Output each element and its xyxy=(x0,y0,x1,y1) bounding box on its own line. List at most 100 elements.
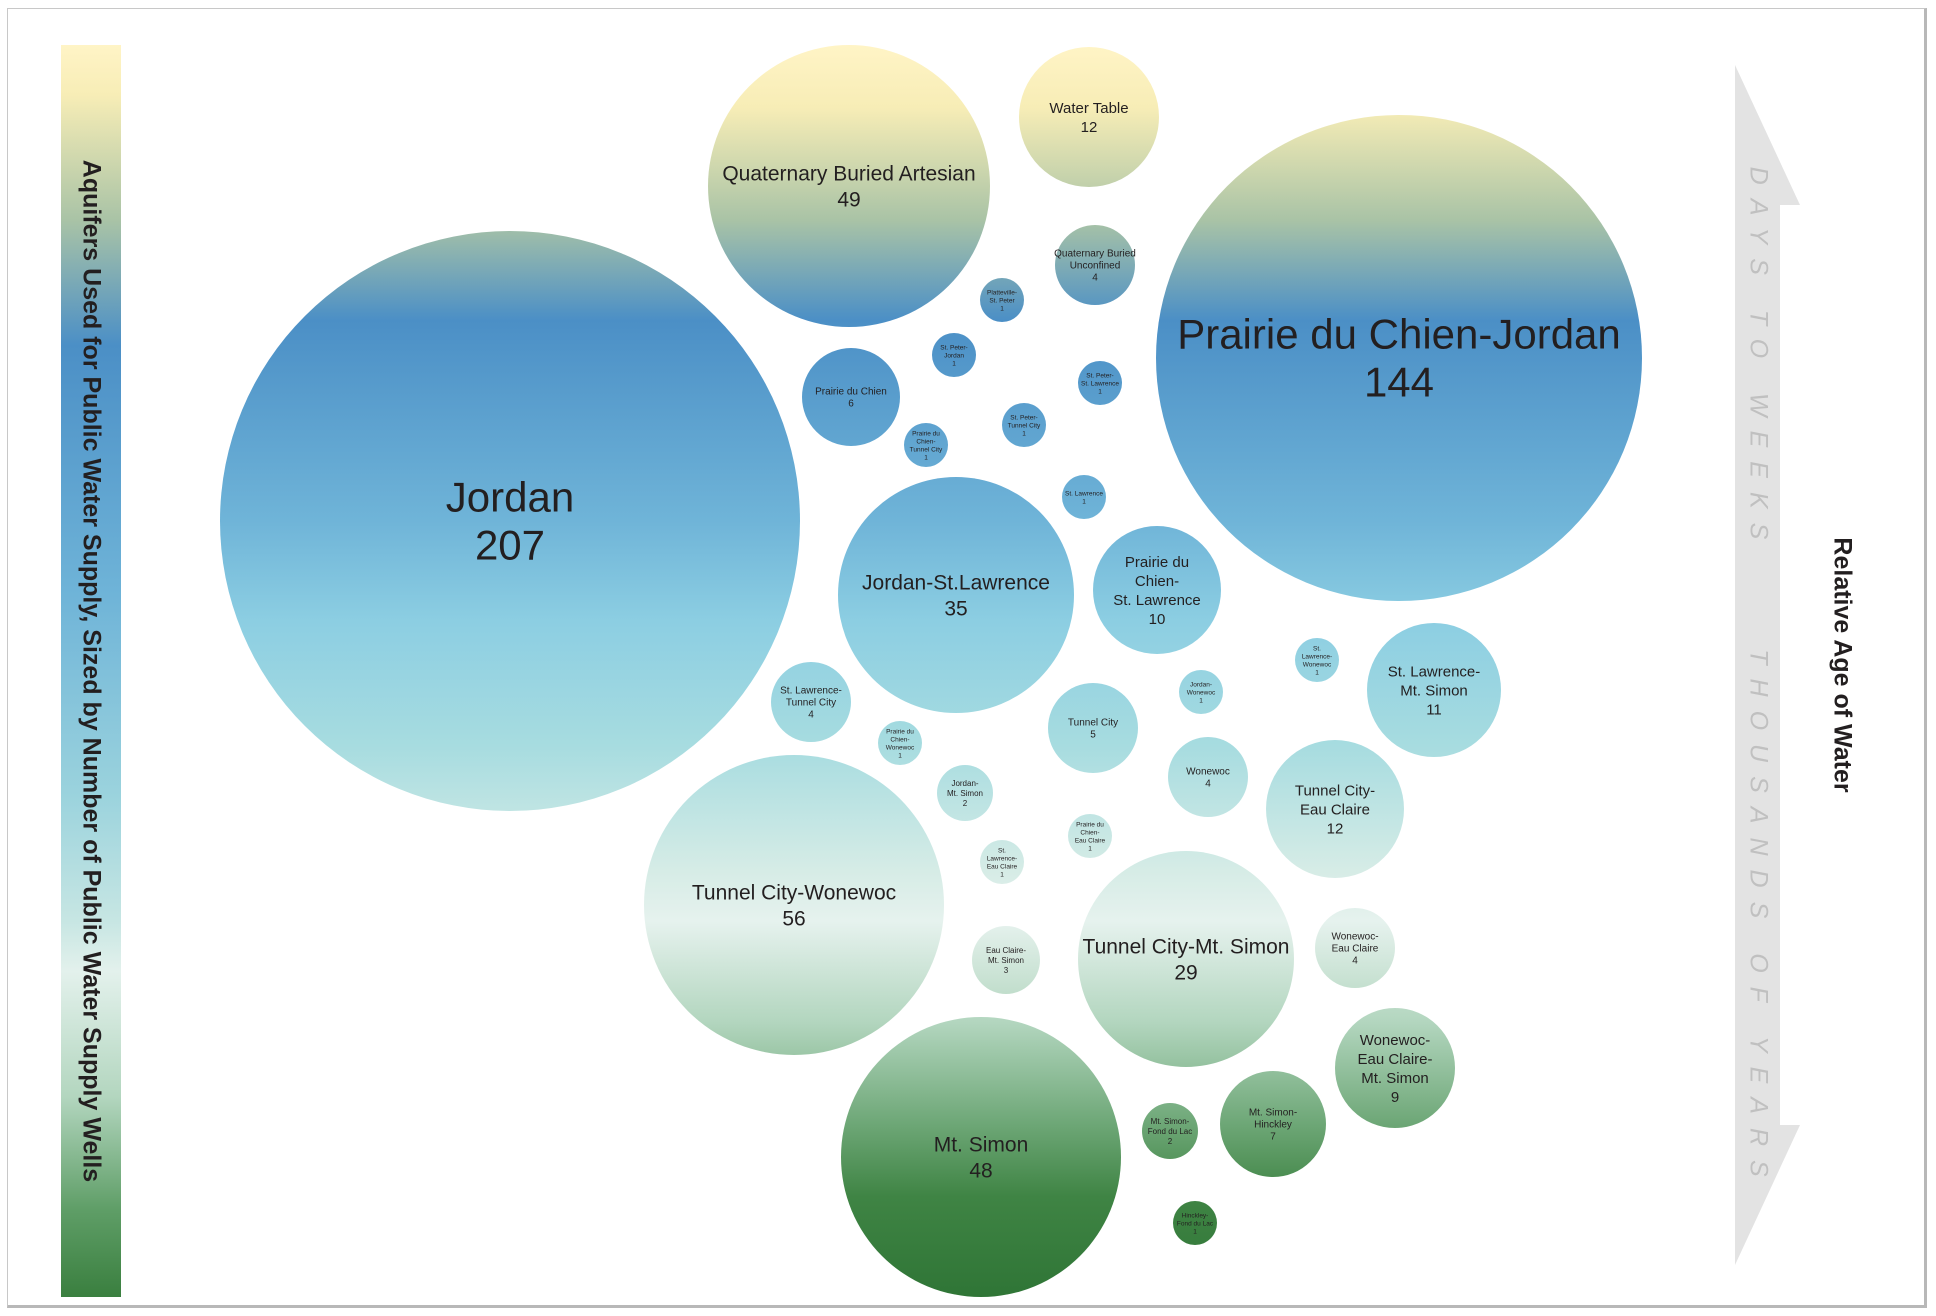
bubble-value-mt-simon-fond-du-lac: 2 xyxy=(1168,1137,1173,1146)
axis-title: Relative Age of Water xyxy=(1828,537,1857,793)
bubble-value-platteville-st-peter: 1 xyxy=(1000,305,1004,312)
bubble-label-wonewoc-eau-claire: Wonewoc-Eau Claire xyxy=(1331,932,1378,955)
bubble-st-peter-jordan xyxy=(932,333,976,377)
bubble-value-jordan: 207 xyxy=(475,522,545,569)
bubble-value-eau-claire-mt-simon: 3 xyxy=(1004,966,1009,975)
bubble-label-mt-simon-hinckley: Mt. Simon-Hinckley xyxy=(1249,1108,1297,1131)
bubble-mt-simon-hinckley xyxy=(1220,1071,1326,1177)
bubble-wonewoc-eau-claire xyxy=(1315,908,1395,988)
bubble-wonewoc-eau-claire-mt-simon xyxy=(1335,1008,1455,1128)
bubble-label-hinckley-fond-du-lac: Hinckley-Fond du Lac xyxy=(1177,1212,1214,1227)
bubble-label-water-table: Water Table xyxy=(1049,100,1128,117)
bubble-label-st-peter-tunnel-city: St. Peter-Tunnel City xyxy=(1008,414,1041,429)
bubble-tunnel-city-mt-simon xyxy=(1078,851,1294,1067)
bubble-value-jordan-wonewoc: 1 xyxy=(1199,697,1203,704)
bubble-label-wonewoc-eau-claire-mt-simon: Wonewoc-Eau Claire-Mt. Simon xyxy=(1357,1032,1432,1087)
bubble-st-lawrence xyxy=(1062,475,1106,519)
bubble-mt-simon-fond-du-lac xyxy=(1142,1103,1198,1159)
bubble-value-prairie-du-chien-wonewoc: 1 xyxy=(898,752,902,759)
bubble-value-tunnel-city-mt-simon: 29 xyxy=(1174,961,1197,984)
bubble-value-st-lawrence: 1 xyxy=(1082,498,1086,505)
bubble-label-st-lawrence-mt-simon: St. Lawrence-Mt. Simon xyxy=(1388,663,1481,699)
bubble-mt-simon xyxy=(841,1017,1121,1297)
bubble-st-lawrence-mt-simon xyxy=(1367,623,1501,757)
bubble-jordan xyxy=(220,231,800,811)
bubble-prairie-du-chien-tunnel-city xyxy=(904,423,948,467)
bubble-value-prairie-du-chien-eau-claire: 1 xyxy=(1088,845,1092,852)
bubble-label-jordan: Jordan xyxy=(446,474,574,521)
bubble-quaternary-buried-unconfined xyxy=(1055,225,1135,305)
bubble-value-prairie-du-chien-st-lawrence: 10 xyxy=(1149,611,1166,628)
bubble-value-st-peter-tunnel-city: 1 xyxy=(1022,430,1026,437)
bubble-label-st-lawrence-wonewoc: St. Lawrence-Wonewoc xyxy=(1302,645,1332,668)
bubble-label-wonewoc: Wonewoc xyxy=(1186,767,1230,778)
bubble-value-tunnel-city-wonewoc: 56 xyxy=(782,907,805,930)
bubble-st-peter-tunnel-city xyxy=(1002,403,1046,447)
bubble-tunnel-city-eau-claire xyxy=(1266,740,1404,878)
bubble-eau-claire-mt-simon xyxy=(972,926,1040,994)
bubble-tunnel-city-wonewoc xyxy=(644,755,944,1055)
bubble-value-wonewoc: 4 xyxy=(1205,779,1211,790)
bubble-label-prairie-du-chien-tunnel-city: Prairie du Chien-Tunnel City xyxy=(910,430,943,453)
bubble-value-quaternary-buried-artesian: 49 xyxy=(837,188,860,211)
bubble-label-prairie-du-chien-eau-claire: Prairie du Chien-Eau Claire xyxy=(1075,821,1106,844)
bubble-value-prairie-du-chien-tunnel-city: 1 xyxy=(924,454,928,461)
bubble-prairie-du-chien xyxy=(802,348,900,446)
bubble-value-wonewoc-eau-claire: 4 xyxy=(1352,956,1358,967)
bubble-jordan-wonewoc xyxy=(1179,670,1223,714)
bubble-jordan-mt-simon xyxy=(937,765,993,821)
bubble-value-prairie-du-chien: 6 xyxy=(848,399,854,410)
bubble-tunnel-city xyxy=(1048,683,1138,773)
bubble-label-prairie-du-chien: Prairie du Chien xyxy=(815,387,887,398)
bubble-label-eau-claire-mt-simon: Eau Claire-Mt. Simon xyxy=(986,946,1026,965)
arrow-top-label: DAYS TO WEEKS xyxy=(1744,166,1773,554)
bubble-value-mt-simon: 48 xyxy=(969,1159,992,1182)
bubble-label-jordan-wonewoc: Jordan-Wonewoc xyxy=(1187,681,1216,696)
bubble-label-platteville-st-peter: Platteville-St. Peter xyxy=(987,289,1017,304)
bubble-hinckley-fond-du-lac xyxy=(1173,1201,1217,1245)
bubble-platteville-st-peter xyxy=(980,278,1024,322)
bubble-prairie-du-chien-wonewoc xyxy=(878,721,922,765)
bubble-value-st-peter-jordan: 1 xyxy=(952,360,956,367)
bubble-label-tunnel-city-mt-simon: Tunnel City-Mt. Simon xyxy=(1083,935,1290,958)
bubble-jordan-st-lawrence xyxy=(838,477,1074,713)
bubble-st-lawrence-eau-claire xyxy=(980,840,1024,884)
bubble-prairie-du-chien-eau-claire xyxy=(1068,814,1112,858)
arrow-bottom-label: THOUSANDS OF YEARS xyxy=(1744,649,1773,1191)
bubble-label-st-peter-jordan: St. Peter-Jordan xyxy=(940,344,967,359)
bubble-value-st-peter-st-lawrence: 1 xyxy=(1098,388,1102,395)
bubble-prairie-du-chien-jordan xyxy=(1156,115,1642,601)
bubble-value-tunnel-city-eau-claire: 12 xyxy=(1327,820,1344,837)
bubble-value-prairie-du-chien-jordan: 144 xyxy=(1364,359,1434,406)
bubble-quaternary-buried-artesian xyxy=(708,45,990,327)
bubble-value-mt-simon-hinckley: 7 xyxy=(1270,1132,1276,1143)
bubble-st-lawrence-wonewoc xyxy=(1295,638,1339,682)
bubble-label-st-lawrence-eau-claire: St. Lawrence-Eau Claire xyxy=(987,847,1018,870)
bubble-label-prairie-du-chien-jordan: Prairie du Chien-Jordan xyxy=(1177,311,1621,358)
bubble-label-prairie-du-chien-st-lawrence: Prairie du Chien-St. Lawrence xyxy=(1113,554,1201,609)
bubble-label-tunnel-city: Tunnel City xyxy=(1068,718,1118,729)
bubble-label-mt-simon-fond-du-lac: Mt. Simon-Fond du Lac xyxy=(1148,1117,1192,1136)
bubble-label-tunnel-city-eau-claire: Tunnel City-Eau Claire xyxy=(1295,782,1375,818)
bubble-label-st-lawrence-tunnel-city: St. Lawrence-Tunnel City xyxy=(780,686,842,709)
bubble-st-lawrence-tunnel-city xyxy=(771,662,851,742)
bubble-label-mt-simon: Mt. Simon xyxy=(934,1133,1029,1156)
bubble-label-st-peter-st-lawrence: St. Peter-St. Lawrence xyxy=(1081,372,1119,387)
bubble-value-quaternary-buried-unconfined: 4 xyxy=(1092,273,1098,284)
bubble-label-tunnel-city-wonewoc: Tunnel City-Wonewoc xyxy=(692,881,896,904)
bubble-value-st-lawrence-tunnel-city: 4 xyxy=(808,710,814,721)
bubble-label-jordan-mt-simon: Jordan-Mt. Simon xyxy=(947,779,983,798)
bubble-value-water-table: 12 xyxy=(1081,119,1098,136)
bubble-wonewoc xyxy=(1168,737,1248,817)
bubble-label-quaternary-buried-unconfined: Quaternary Buried Unconfined xyxy=(1054,249,1136,272)
bubble-water-table xyxy=(1019,47,1159,187)
bubble-value-st-lawrence-wonewoc: 1 xyxy=(1315,669,1319,676)
bubble-value-jordan-mt-simon: 2 xyxy=(963,799,968,808)
age-color-bar xyxy=(61,45,121,1297)
bubble-value-jordan-st-lawrence: 35 xyxy=(944,597,967,620)
bubble-value-st-lawrence-eau-claire: 1 xyxy=(1000,871,1004,878)
bubble-label-quaternary-buried-artesian: Quaternary Buried Artesian xyxy=(722,162,975,185)
bubble-label-prairie-du-chien-wonewoc: Prairie du Chien-Wonewoc xyxy=(886,728,915,751)
bubble-label-st-lawrence: St. Lawrence xyxy=(1065,490,1103,497)
